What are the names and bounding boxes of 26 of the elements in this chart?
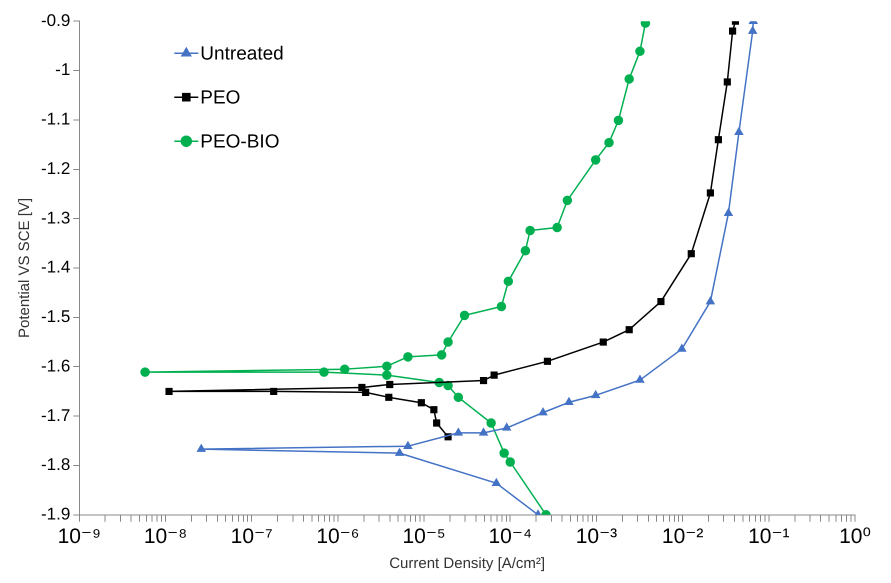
x-tick-label: 10⁻⁸ — [144, 525, 188, 548]
x-tick-label: 10⁻¹ — [748, 525, 790, 548]
y-tick-label: -0.9 — [40, 10, 70, 30]
x-tick-label: 10⁻⁴ — [488, 525, 532, 548]
x-tick-label: 10⁻⁹ — [58, 525, 102, 548]
y-tick-label: -1.2 — [40, 158, 70, 178]
y-tick-label: -1.3 — [40, 208, 70, 228]
legend-label: Untreated — [200, 43, 284, 64]
y-tick-label: -1.8 — [40, 455, 70, 474]
x-tick-label: 10⁻³ — [576, 525, 618, 548]
y-tick-label: -1 — [55, 60, 70, 80]
x-tick-label: 10⁰ — [839, 525, 871, 548]
x-tick-label: 10⁻² — [662, 525, 704, 548]
y-tick-label: -1.4 — [40, 258, 70, 277]
legend-label: PEO-BIO — [200, 131, 280, 152]
y-tick-label: -1.9 — [40, 504, 70, 524]
y-tick-label: -1.1 — [40, 110, 70, 129]
y-axis-title: Potential VS SCE [V] — [16, 198, 34, 338]
x-tick-label: 10⁻⁷ — [230, 525, 273, 548]
y-tick-label: -1.5 — [40, 307, 70, 326]
x-tick-label: 10⁻⁶ — [316, 525, 360, 548]
x-tick-label: 10⁻⁵ — [402, 525, 446, 548]
legend-label: PEO — [200, 87, 240, 108]
y-tick-label: -1.6 — [40, 356, 70, 376]
x-axis-title: Current Density [A/cm²] — [389, 555, 546, 572]
y-tick-label: -1.7 — [40, 406, 70, 425]
